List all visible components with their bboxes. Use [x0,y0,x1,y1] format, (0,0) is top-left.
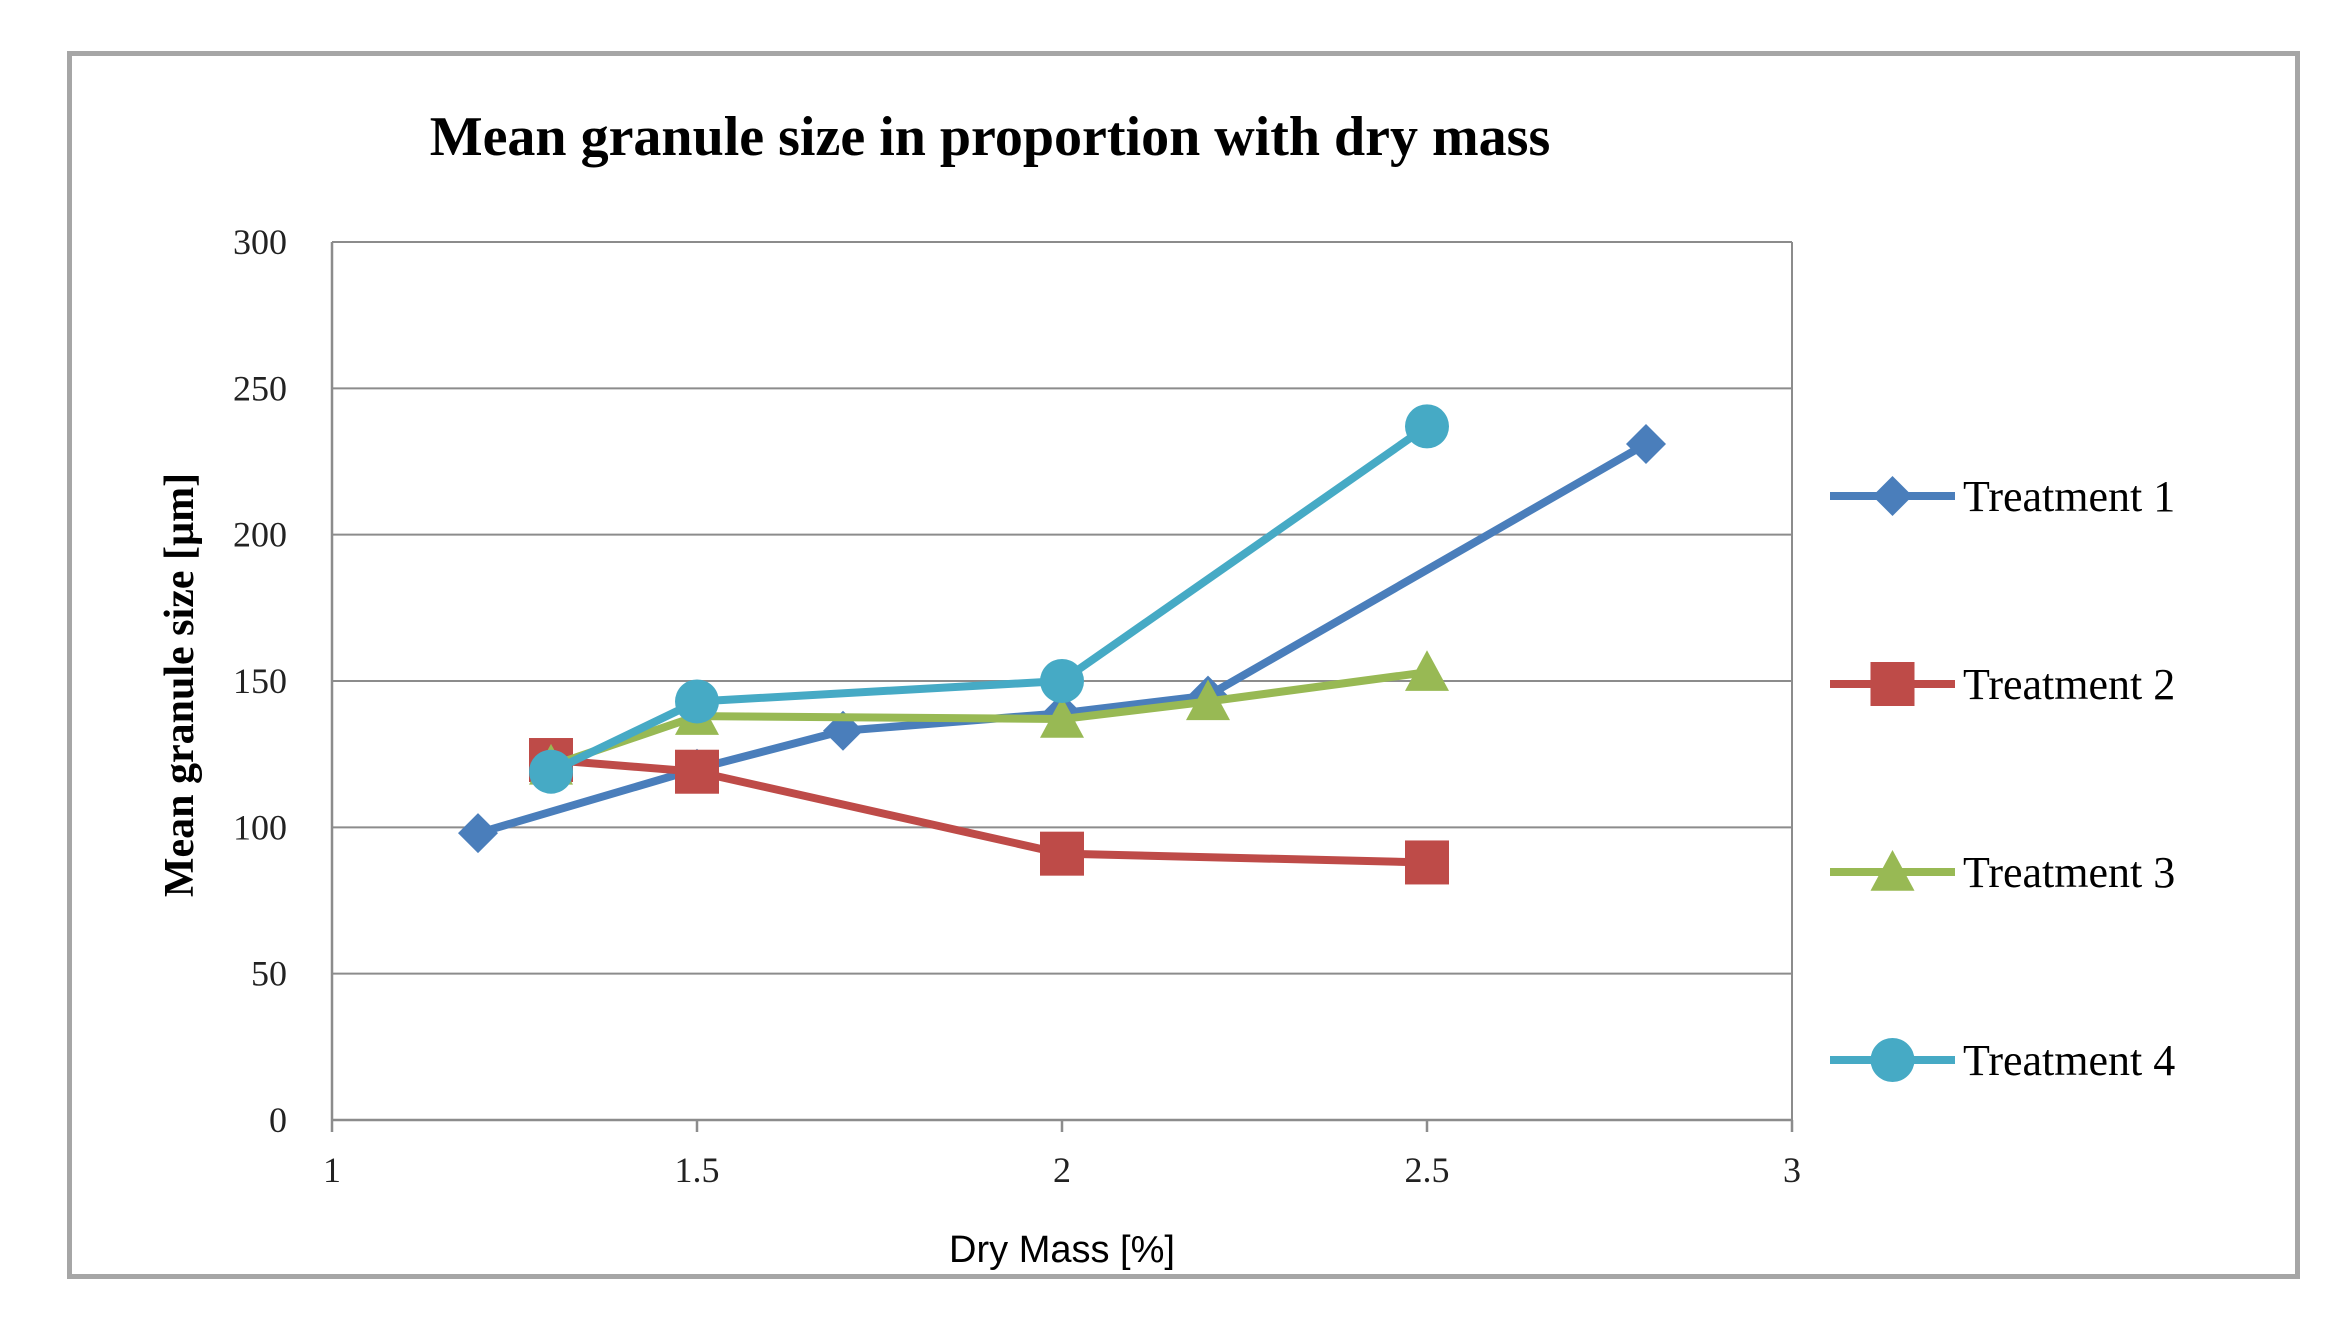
legend-label: Treatment 4 [1963,1036,2175,1085]
series-2 [529,738,1449,885]
y-tick-label: 300 [233,222,287,262]
legend-item: Treatment 2 [1830,660,2175,709]
x-tick-labels: 1 1.5 2 2.5 3 [323,1150,1801,1190]
series-line [547,756,1431,867]
y-tick-label: 50 [251,954,287,994]
y-tick-label: 250 [233,368,287,408]
data-point [1040,831,1084,876]
legend-item: Treatment 4 [1830,1036,2175,1085]
data-point [529,749,573,794]
data-point [1405,840,1449,885]
y-tick-label: 150 [233,661,287,701]
series-line [474,439,1650,838]
legend-marker [1872,476,1913,516]
legend-marker [1870,1038,1915,1082]
legend-marker [1870,850,1915,891]
data-point [1405,650,1449,691]
legend-label: Treatment 3 [1963,848,2175,897]
y-axis-label: Mean granule size [µm] [157,473,203,897]
x-tick-label: 1.5 [675,1150,720,1190]
legend-label: Treatment 2 [1963,660,2175,709]
legend-item: Treatment 1 [1830,472,2175,521]
legend-label: Treatment 1 [1963,472,2175,521]
x-axis-label: Dry Mass [%] [949,1229,1175,1271]
x-tick-label: 1 [323,1150,341,1190]
legend-marker [1870,662,1915,706]
data-point [1626,423,1666,464]
data-point [1040,659,1084,703]
x-tick-label: 3 [1783,1150,1801,1190]
data-point [1405,404,1449,449]
series-layer [458,404,1666,885]
y-tick-label: 200 [233,515,287,555]
series-4 [529,404,1449,794]
data-point [1040,697,1084,738]
data-point [1186,679,1230,721]
x-tick-label: 2 [1053,1150,1071,1190]
y-tick-labels: 0 50 100 150 200 250 300 [233,222,287,1140]
series-line [547,422,1431,776]
data-point [675,679,719,724]
chart-title: Mean granule size in proportion with dry… [430,106,1551,168]
x-tick-label: 2.5 [1405,1150,1450,1190]
legend: Treatment 1 Treatment 2 Treatment 3 Treatme… [1830,472,2175,1085]
data-point [458,813,498,854]
series-1 [458,423,1666,854]
y-tick-label: 0 [269,1100,287,1140]
chart-frame [67,51,2300,1279]
legend-item: Treatment 3 [1830,848,2175,897]
grid-layer [330,241,1794,1132]
y-tick-label: 100 [233,807,287,847]
data-point [675,749,719,794]
